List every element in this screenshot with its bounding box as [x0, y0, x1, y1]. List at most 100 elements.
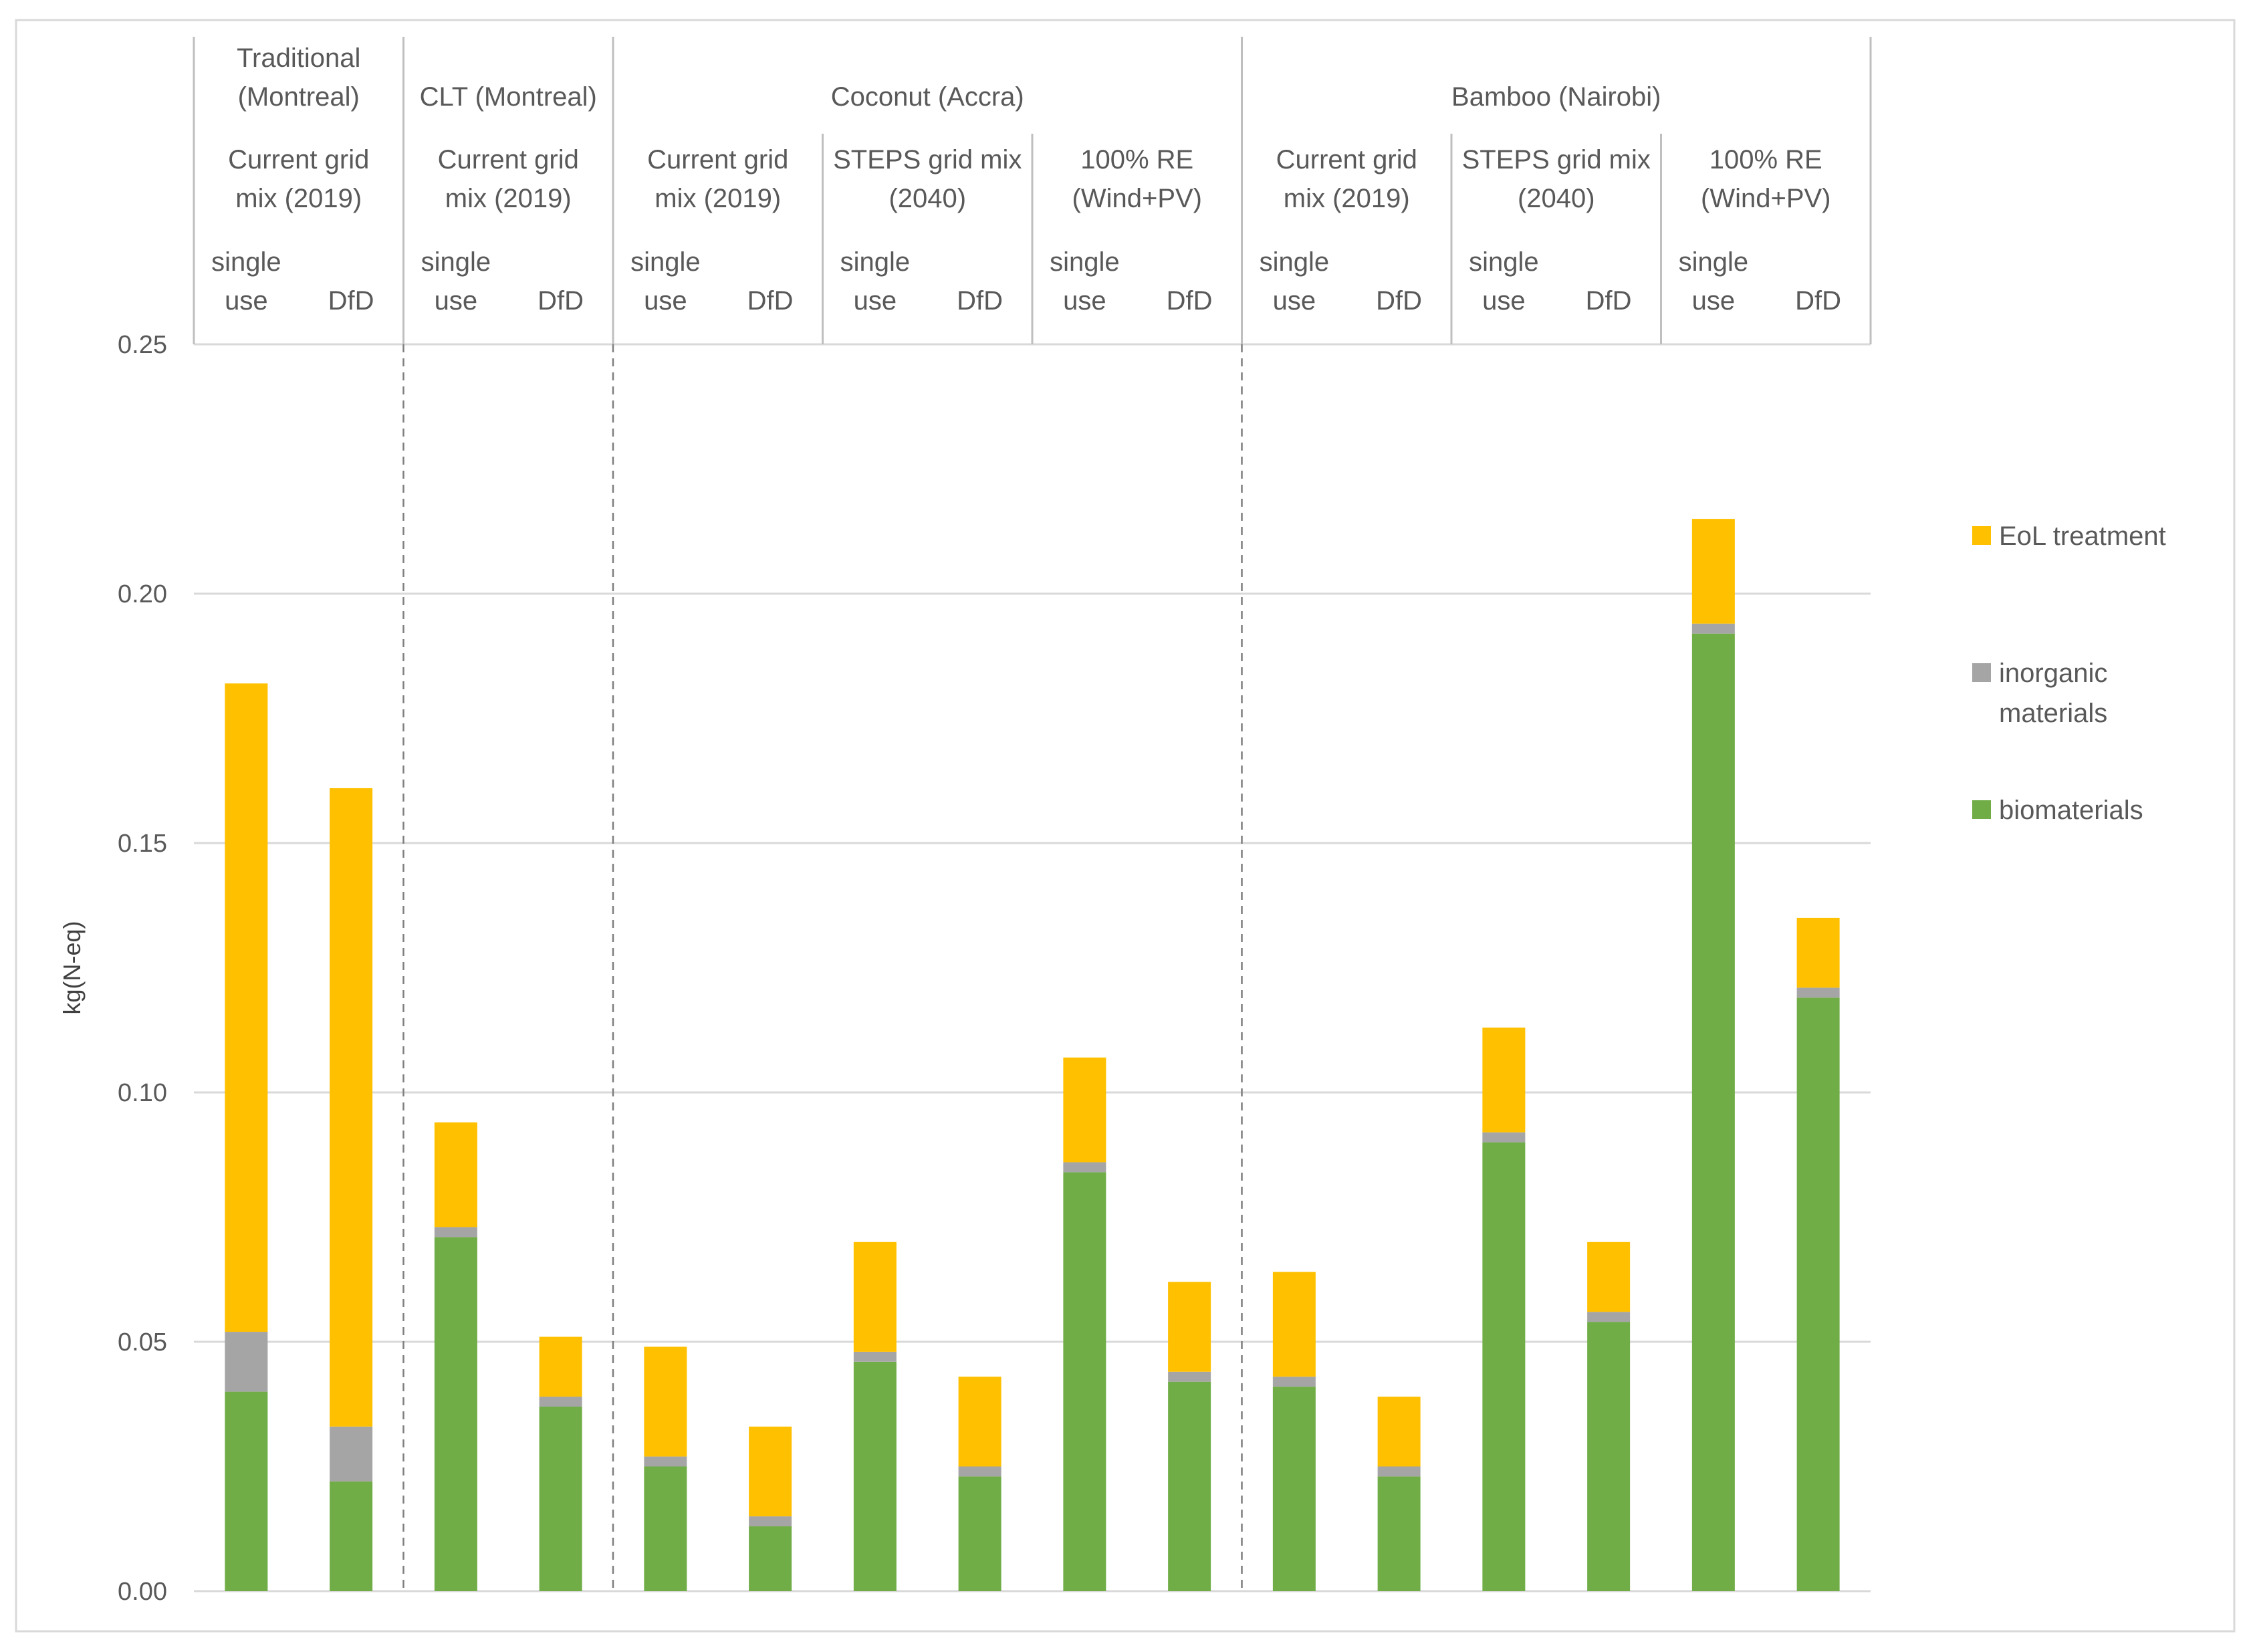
- bar-category-label: DfD: [747, 286, 794, 316]
- y-tick-label: 0.20: [118, 580, 167, 608]
- bar-biomaterials: [225, 1391, 268, 1591]
- bar-category-label: single: [1050, 247, 1120, 277]
- bar-category-label: use: [435, 286, 478, 316]
- scenario-title: 100% RE: [1080, 145, 1193, 174]
- legend-label: inorganic: [1999, 659, 2107, 688]
- bar-eol-treatment: [1063, 1057, 1106, 1163]
- legend: EoL treatment inorganic materials biomateri…: [1972, 521, 2166, 825]
- bar-eol-treatment: [434, 1122, 477, 1227]
- scenario-title: mix (2019): [655, 184, 781, 213]
- bar-inorganic-materials: [1691, 623, 1735, 634]
- bar-category-label: DfD: [538, 286, 584, 316]
- bar-category-label: use: [854, 286, 897, 316]
- bar-eol-treatment: [644, 1346, 687, 1457]
- group-separators: [402, 344, 1243, 1591]
- scenario-title: 100% RE: [1709, 145, 1822, 174]
- bar-eol-treatment: [1691, 519, 1735, 624]
- bar-biomaterials: [1063, 1172, 1106, 1591]
- y-tick-label: 0.15: [118, 830, 167, 858]
- bar-category-label: DfD: [1586, 286, 1632, 316]
- bar-biomaterials: [1272, 1387, 1316, 1591]
- bar-category-label: use: [225, 286, 268, 316]
- bar-inorganic-materials: [1587, 1312, 1631, 1322]
- bar-category-label: use: [1482, 286, 1526, 316]
- bar-eol-treatment: [539, 1336, 582, 1397]
- bar-biomaterials: [749, 1526, 792, 1591]
- scenario-title: Current grid: [1276, 145, 1417, 174]
- bar-inorganic-materials: [225, 1332, 268, 1392]
- bar-category-label: single: [1469, 247, 1539, 277]
- bar-inorganic-materials: [1063, 1162, 1106, 1173]
- bar-biomaterials: [1168, 1381, 1211, 1591]
- bars: [225, 519, 1840, 1592]
- bar-eol-treatment: [853, 1242, 897, 1352]
- bar-category-label: DfD: [1376, 286, 1422, 316]
- bar-eol-treatment: [1168, 1282, 1211, 1372]
- bar-biomaterials: [1377, 1476, 1421, 1591]
- y-tick-label: 0.25: [118, 331, 167, 359]
- bar-inorganic-materials: [434, 1227, 477, 1237]
- legend-item-biomaterials: biomaterials: [1972, 796, 2143, 825]
- group-title: CLT (Montreal): [420, 82, 597, 112]
- bar-category-label: use: [1692, 286, 1736, 316]
- bar-inorganic-materials: [1796, 987, 1840, 998]
- bar-category-label: DfD: [1795, 286, 1841, 316]
- scenario-title: mix (2019): [1284, 184, 1410, 213]
- legend-item-eol-treatment: EoL treatment: [1972, 521, 2166, 551]
- scenario-title: (2040): [889, 184, 966, 213]
- bar-biomaterials: [330, 1481, 373, 1591]
- scenario-title: Current grid: [438, 145, 579, 174]
- bar-category-label: use: [1273, 286, 1316, 316]
- bar-eol-treatment: [1482, 1028, 1526, 1133]
- scenario-title: mix (2019): [235, 184, 362, 213]
- bar-biomaterials: [1691, 633, 1735, 1592]
- bar-category-label: single: [840, 247, 911, 277]
- bar-inorganic-materials: [330, 1426, 373, 1482]
- scenario-title: (2040): [1518, 184, 1595, 213]
- legend-label: biomaterials: [1999, 796, 2143, 825]
- bar-inorganic-materials: [539, 1397, 582, 1407]
- chart-frame: [15, 19, 2236, 1633]
- bar-category-label: single: [421, 247, 491, 277]
- group-title: Traditional: [237, 43, 360, 73]
- y-tick-label: 0.10: [118, 1079, 167, 1107]
- bar-inorganic-materials: [1377, 1466, 1421, 1477]
- legend-swatch: [1972, 526, 1991, 545]
- scenario-title: STEPS grid mix: [833, 145, 1022, 174]
- bar-biomaterials: [853, 1361, 897, 1591]
- scenario-title: Current grid: [228, 145, 369, 174]
- bar-biomaterials: [644, 1466, 687, 1591]
- group-title: Bamboo (Nairobi): [1451, 82, 1661, 112]
- bar-eol-treatment: [1377, 1397, 1421, 1467]
- bar-biomaterials: [434, 1237, 477, 1591]
- bar-inorganic-materials: [853, 1351, 897, 1362]
- scenario-title: (Wind+PV): [1072, 184, 1203, 213]
- scenario-title: STEPS grid mix: [1462, 145, 1651, 174]
- bar-category-label: use: [644, 286, 687, 316]
- group-title: (Montreal): [238, 82, 360, 112]
- group-title: Coconut (Accra): [831, 82, 1024, 112]
- bar-biomaterials: [539, 1406, 582, 1591]
- bar-biomaterials: [1587, 1322, 1631, 1591]
- bar-eol-treatment: [330, 788, 373, 1427]
- bar-category-label: single: [1679, 247, 1749, 277]
- bar-eol-treatment: [225, 683, 268, 1332]
- y-axis-label: kg(N-eq): [58, 921, 86, 1014]
- scenario-title: Current grid: [647, 145, 788, 174]
- y-tick-label: 0.00: [118, 1578, 167, 1606]
- bar-eol-treatment: [749, 1426, 792, 1517]
- y-axis: kg(N-eq) 0.00 0.05 0.10 0.15 0.20 0.25: [58, 331, 167, 1606]
- bar-inorganic-materials: [1482, 1132, 1526, 1143]
- legend-item-inorganic-materials: inorganic materials: [1972, 659, 2107, 728]
- bar-inorganic-materials: [1272, 1377, 1316, 1387]
- bar-eol-treatment: [1587, 1242, 1631, 1312]
- scenario-title: (Wind+PV): [1701, 184, 1831, 213]
- bar-category-label: single: [1260, 247, 1330, 277]
- bar-inorganic-materials: [1168, 1371, 1211, 1382]
- bar-inorganic-materials: [644, 1456, 687, 1467]
- bar-category-label: DfD: [957, 286, 1003, 316]
- bar-eol-treatment: [958, 1377, 1001, 1467]
- legend-label: materials: [1999, 699, 2107, 728]
